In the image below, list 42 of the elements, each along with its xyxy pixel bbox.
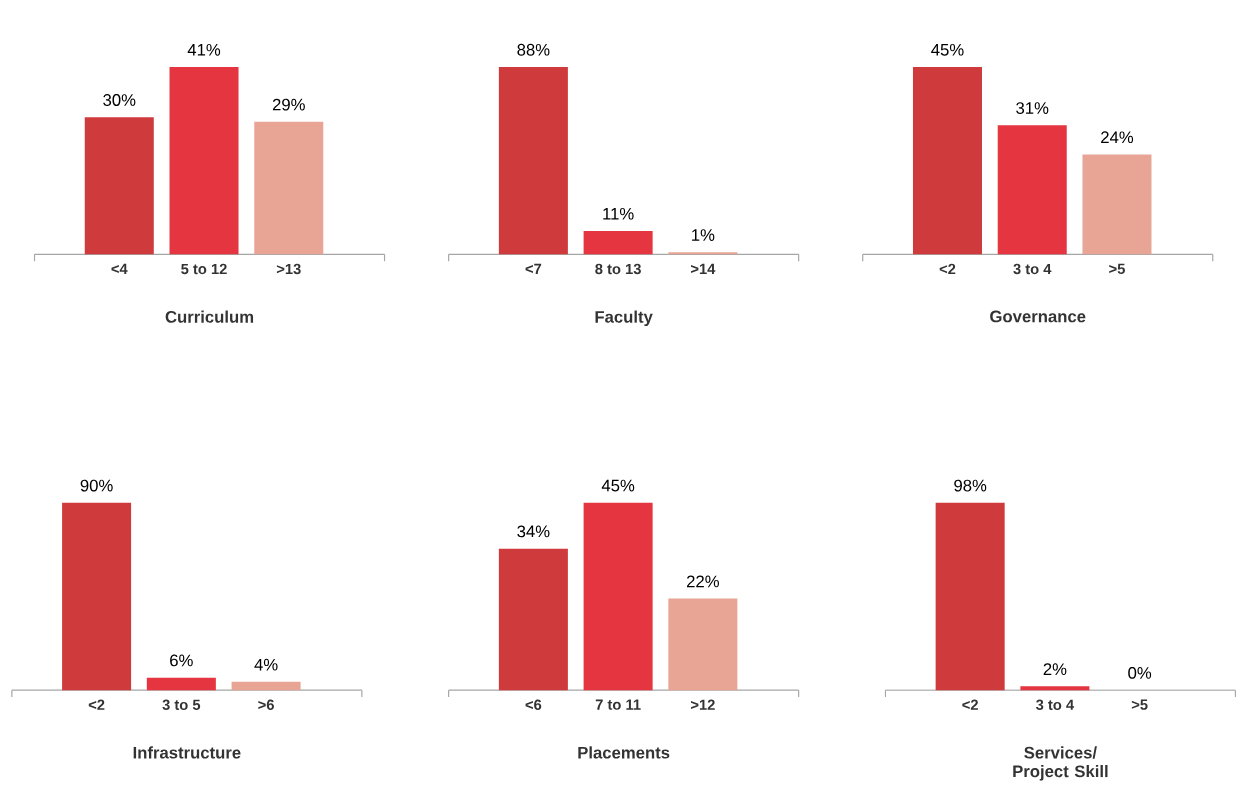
x-tick-label: <2 [88,699,105,710]
data-label: 88% [517,43,550,56]
data-label: 41% [187,43,221,56]
x-tick-label: >13 [276,263,301,274]
data-label: 6% [170,654,193,667]
data-label: 98% [954,479,987,492]
data-label: 24% [1101,131,1134,143]
x-tick-label: 5 to 12 [181,263,227,274]
data-label: 31% [1016,101,1049,114]
x-tick-label: <2 [962,699,978,710]
x-axis-title: Curriculum [165,310,254,323]
x-tick-label: 7 to 11 [595,699,641,710]
x-tick-label: <6 [525,699,542,710]
data-label: 1% [692,228,715,241]
data-label: 22% [687,575,719,587]
x-tick-label: >5 [1109,263,1125,274]
data-label: 11% [603,207,634,220]
x-tick-label: >5 [1131,699,1148,710]
x-axis-title: Infrastructure [133,746,241,759]
x-axis-title: Governance [990,310,1086,323]
x-tick-label: <7 [525,263,542,274]
data-label: 29% [272,98,305,111]
x-tick-label: 3 to 4 [1013,263,1052,274]
x-tick-label: 8 to 13 [595,263,641,274]
data-label: 45% [601,479,635,492]
x-tick-label: 3 to 5 [162,699,201,710]
x-tick-label: <4 [111,263,128,274]
data-label: 90% [80,479,113,492]
x-axis-title: Services/ Project Skill [1013,746,1108,781]
data-label: 4% [254,658,278,671]
data-label: 45% [931,43,964,56]
data-label: 2% [1043,663,1067,675]
x-axis-title: Placements [578,746,670,759]
x-tick-label: >14 [690,263,716,274]
data-label: 0% [1128,666,1152,679]
x-tick-label: >12 [690,699,715,710]
x-tick-label: <2 [939,263,956,274]
data-label: 34% [517,525,550,538]
x-axis-title: Faculty [595,310,653,326]
data-label: 30% [103,93,136,106]
x-tick-label: >6 [258,699,274,710]
x-tick-label: 3 to 4 [1036,699,1075,710]
